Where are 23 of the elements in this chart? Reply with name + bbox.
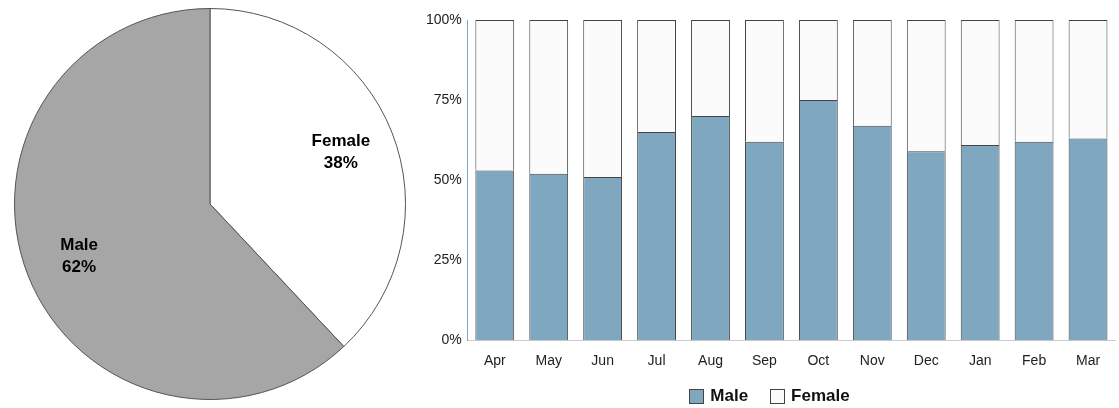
x-tick-label: Jan: [968, 352, 992, 369]
x-tick-label: Jun: [591, 352, 614, 369]
x-tick-label: Feb: [1022, 352, 1047, 369]
x-tick-label: Nov: [859, 352, 885, 369]
y-tick-label: 100%: [425, 10, 462, 27]
x-tick-label: Apr: [483, 352, 506, 369]
y-tick-label: 75%: [433, 90, 462, 107]
text: Male: [710, 386, 749, 406]
y-tick-label: 0%: [441, 331, 462, 348]
slice-label: Female: [311, 130, 371, 150]
slice-label: Male: [60, 234, 99, 254]
x-tick-label: May: [535, 352, 562, 369]
x-tick-label: Sep: [751, 352, 778, 369]
data-label: 38%: [323, 152, 358, 172]
x-tick-label: Jul: [647, 352, 666, 369]
x-tick-label: Dec: [913, 352, 939, 369]
x-tick-label: Mar: [1075, 352, 1101, 369]
legend-label: Female: [791, 386, 850, 406]
x-tick-label: Aug: [698, 352, 723, 369]
x-tick-label: Oct: [807, 352, 830, 369]
data-label: 62%: [62, 256, 97, 276]
y-tick-label: 50%: [433, 170, 462, 187]
y-tick-label: 25%: [433, 251, 462, 268]
